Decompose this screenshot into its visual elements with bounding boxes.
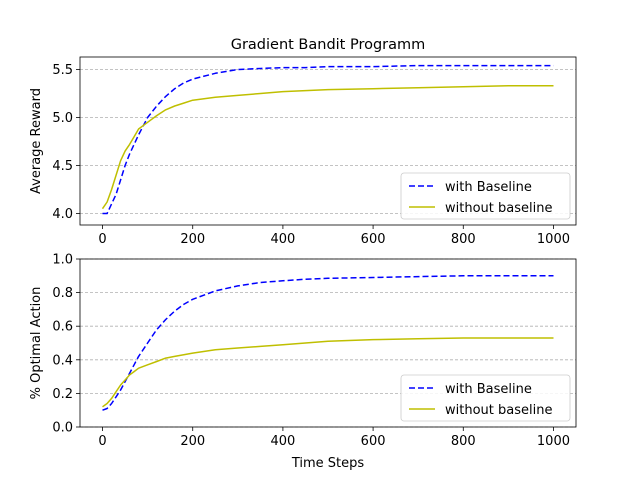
x-tick-label: 800 (451, 232, 476, 247)
x-tick-label: 1000 (537, 232, 570, 247)
optimal-action-panel: 0 200 400 600 800 1000 0.0 0.2 0.4 0.6 0.8 1.0 % Opt… (29, 253, 577, 449)
y-tick-label: 0.2 (52, 387, 73, 402)
reward-panel: 0 200 400 600 800 1000 4.0 4.5 5.0 5.5 Average Rew… (29, 56, 577, 247)
y-tick-label: 0.4 (52, 353, 73, 368)
figure-title: Gradient Bandit Programm (231, 37, 426, 53)
series-line-with-baseline (102, 64, 554, 215)
y-axis-label: Average Reward (29, 88, 44, 194)
y-tick-label: 0.8 (52, 286, 73, 301)
legend-box (400, 172, 571, 220)
y-tick-label: 5.0 (52, 111, 73, 126)
x-tick-label: 1000 (537, 434, 570, 449)
legend-label-without-baseline: without baseline (445, 403, 552, 418)
y-tick-label: 0.6 (52, 320, 73, 335)
y-axis-label: % Optimal Action (29, 287, 44, 400)
axes-frame (79, 56, 577, 226)
y-tick-label: 0.0 (52, 421, 73, 436)
y-tick-label: 4.0 (52, 207, 73, 222)
legend-box (400, 374, 571, 422)
x-axis-label: Time Steps (291, 456, 365, 471)
x-tick-label: 0 (98, 434, 106, 449)
legend-label-without-baseline: without baseline (445, 201, 552, 216)
x-tick-label: 200 (180, 232, 205, 247)
x-tick-label: 600 (361, 434, 386, 449)
y-tick-label: 5.5 (52, 63, 73, 78)
legend-label-with-baseline: with Baseline (445, 180, 532, 195)
axes-frame (79, 258, 577, 428)
x-tick-label: 600 (361, 232, 386, 247)
legend-label-with-baseline: with Baseline (445, 382, 532, 397)
y-tick-label: 1.0 (52, 253, 73, 268)
series-line-without-baseline (101, 85, 554, 210)
y-tick-label: 4.5 (52, 159, 73, 174)
series-line-without-baseline (102, 337, 554, 408)
x-tick-label: 400 (270, 232, 295, 247)
x-tick-label: 200 (180, 434, 205, 449)
x-tick-label: 800 (451, 434, 476, 449)
x-tick-label: 400 (270, 434, 295, 449)
x-tick-label: 0 (98, 232, 106, 247)
series-line-with-baseline (102, 275, 554, 411)
